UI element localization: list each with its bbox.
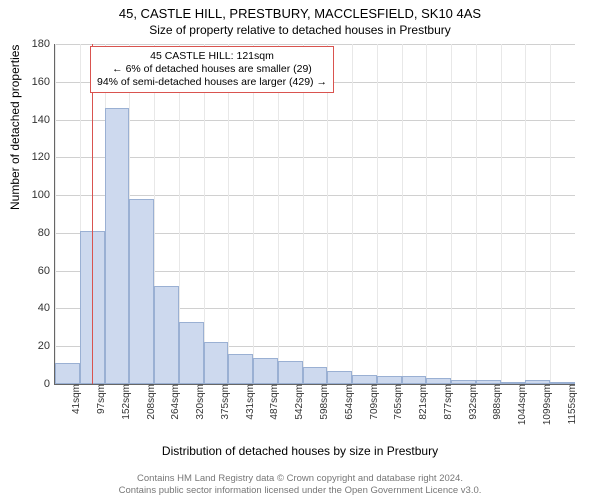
xtick-label: 97sqm: [92, 384, 107, 414]
xtick-label: 1155sqm: [563, 384, 578, 424]
annotation-line: ← 6% of detached houses are smaller (29): [97, 63, 327, 76]
xtick-label: 431sqm: [241, 384, 256, 420]
xtick-label: 487sqm: [265, 384, 280, 420]
xtick-label: 264sqm: [166, 384, 181, 420]
gridline-v: [451, 44, 452, 384]
gridline-h: [55, 195, 575, 196]
footer: Contains HM Land Registry data © Crown c…: [0, 473, 600, 496]
histogram-bar: [105, 108, 130, 384]
gridline-h: [55, 44, 575, 45]
footer-line2: Contains public sector information licen…: [0, 485, 600, 496]
gridline-v: [476, 44, 477, 384]
histogram-bar: [278, 361, 303, 384]
xtick-label: 988sqm: [488, 384, 503, 420]
histogram-bar: [228, 354, 253, 384]
gridline-v: [228, 44, 229, 384]
plot-area: 02040608010012014016018041sqm97sqm152sqm…: [54, 44, 575, 385]
xtick-label: 877sqm: [439, 384, 454, 420]
gridline-v: [525, 44, 526, 384]
histogram-bar: [253, 358, 278, 384]
xtick-label: 152sqm: [117, 384, 132, 420]
chart-subtitle: Size of property relative to detached ho…: [0, 21, 600, 37]
gridline-v: [377, 44, 378, 384]
gridline-v: [402, 44, 403, 384]
histogram-bar: [55, 363, 80, 384]
marker-line: [92, 44, 93, 384]
histogram-bar: [204, 342, 229, 384]
xtick-label: 320sqm: [191, 384, 206, 420]
ytick-label: 180: [32, 38, 55, 50]
xtick-label: 765sqm: [389, 384, 404, 420]
ytick-label: 120: [32, 151, 55, 163]
annotation-line: 94% of semi-detached houses are larger (…: [97, 76, 327, 89]
gridline-v: [204, 44, 205, 384]
ytick-label: 60: [38, 265, 55, 277]
gridline-v: [426, 44, 427, 384]
gridline-v: [550, 44, 551, 384]
xtick-label: 1099sqm: [538, 384, 553, 425]
gridline-v: [327, 44, 328, 384]
xtick-label: 208sqm: [142, 384, 157, 420]
ytick-label: 140: [32, 114, 55, 126]
ytick-label: 0: [44, 378, 55, 390]
gridline-v: [253, 44, 254, 384]
xtick-label: 654sqm: [340, 384, 355, 420]
xtick-label: 41sqm: [67, 384, 82, 414]
histogram-bar: [303, 367, 328, 384]
annotation-box: 45 CASTLE HILL: 121sqm← 6% of detached h…: [90, 46, 334, 93]
xtick-label: 932sqm: [464, 384, 479, 420]
histogram-bar: [179, 322, 204, 384]
gridline-v: [501, 44, 502, 384]
xtick-label: 598sqm: [315, 384, 330, 420]
ytick-label: 20: [38, 340, 55, 352]
gridline-v: [352, 44, 353, 384]
gridline-h: [55, 157, 575, 158]
gridline-v: [55, 44, 56, 384]
chart-container: 45, CASTLE HILL, PRESTBURY, MACCLESFIELD…: [0, 0, 600, 500]
chart-title: 45, CASTLE HILL, PRESTBURY, MACCLESFIELD…: [0, 0, 600, 21]
gridline-v: [278, 44, 279, 384]
y-axis-label: Number of detached properties: [8, 45, 22, 210]
histogram-bar: [129, 199, 154, 384]
gridline-h: [55, 120, 575, 121]
xtick-label: 542sqm: [290, 384, 305, 420]
xtick-label: 375sqm: [216, 384, 231, 420]
footer-line1: Contains HM Land Registry data © Crown c…: [0, 473, 600, 484]
annotation-line: 45 CASTLE HILL: 121sqm: [97, 50, 327, 63]
ytick-label: 160: [32, 76, 55, 88]
histogram-bar: [352, 375, 377, 384]
x-axis-label: Distribution of detached houses by size …: [0, 444, 600, 458]
histogram-bar: [327, 371, 352, 384]
histogram-bar: [402, 376, 427, 384]
histogram-bar: [154, 286, 179, 384]
xtick-label: 821sqm: [414, 384, 429, 420]
ytick-label: 40: [38, 302, 55, 314]
gridline-v: [303, 44, 304, 384]
histogram-bar: [377, 376, 402, 384]
ytick-label: 80: [38, 227, 55, 239]
xtick-label: 709sqm: [365, 384, 380, 420]
ytick-label: 100: [32, 189, 55, 201]
xtick-label: 1044sqm: [513, 384, 528, 425]
